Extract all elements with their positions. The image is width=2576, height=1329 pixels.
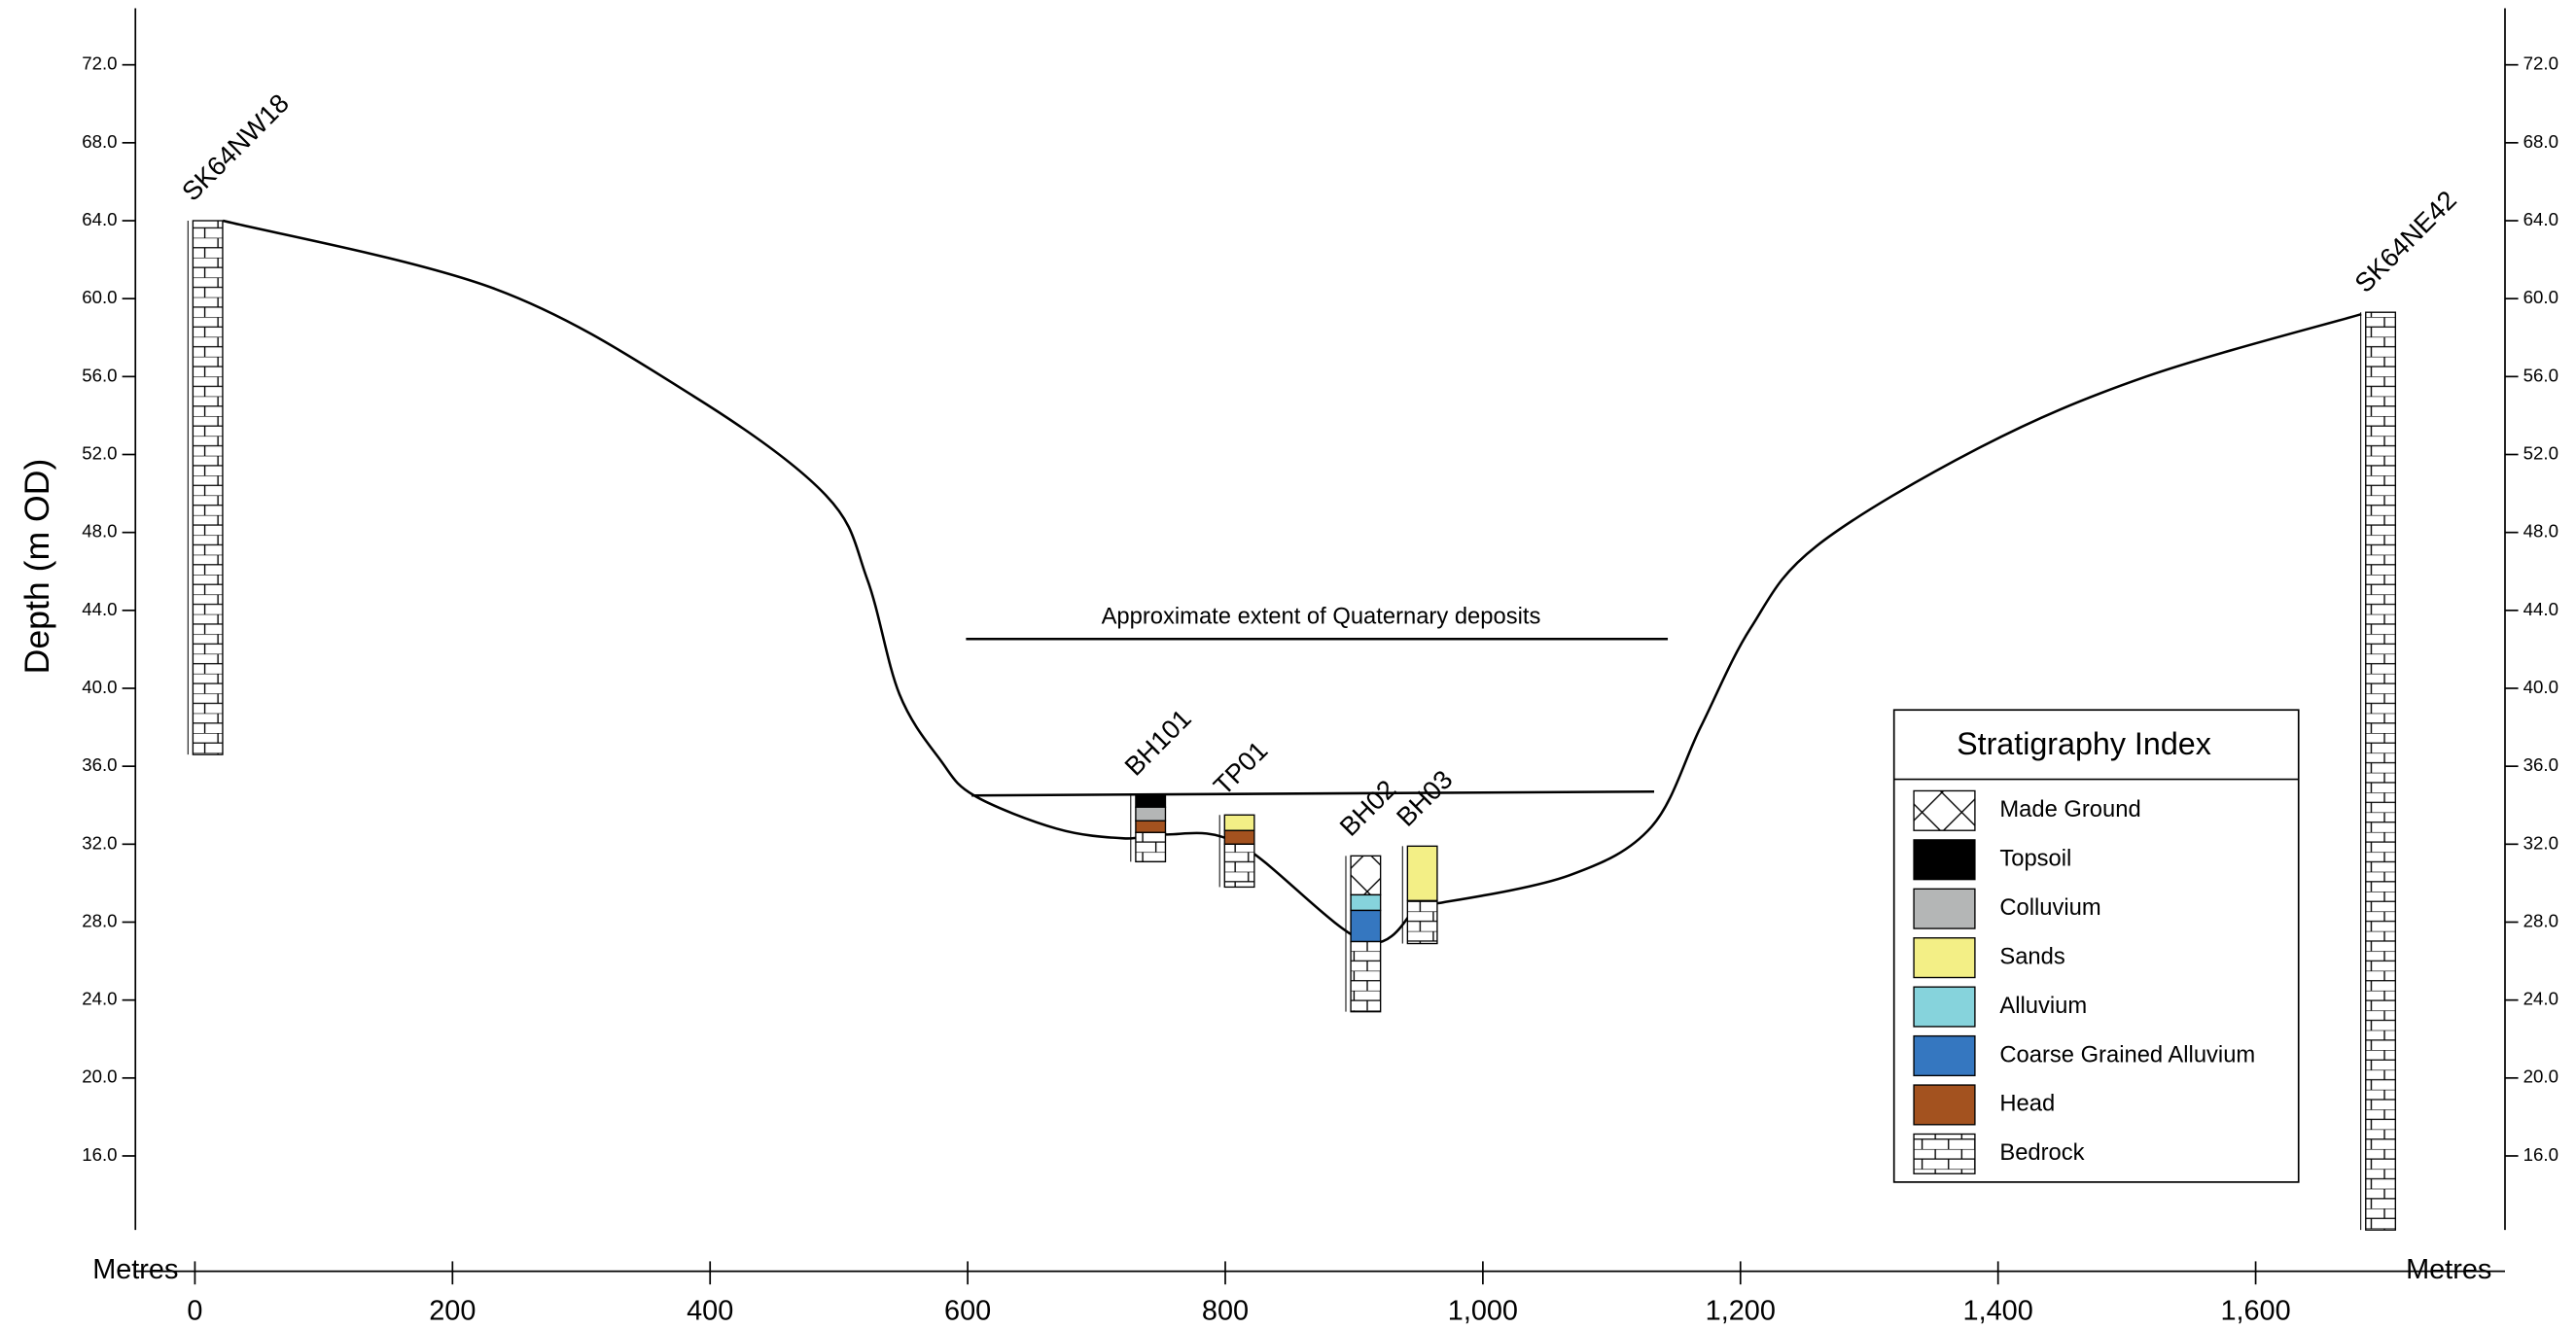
y-tick-label: 24.0 — [82, 989, 117, 1009]
x-tick-label: 1,000 — [1448, 1296, 1518, 1324]
x-axis-title: Metres — [2406, 1254, 2491, 1285]
x-tick-label: 1,600 — [2220, 1296, 2290, 1324]
y-tick-label: 60.0 — [2523, 287, 2558, 307]
legend-swatch — [1914, 1036, 1975, 1076]
borehole-label: BH03 — [1391, 764, 1459, 832]
x-tick-label: 1,400 — [1963, 1296, 2033, 1324]
y-tick-label: 72.0 — [82, 53, 117, 74]
borehole-layer — [1224, 815, 1254, 830]
y-tick-label: 52.0 — [82, 442, 117, 463]
borehole-layer — [1136, 821, 1166, 832]
legend-swatch — [1914, 938, 1975, 978]
y-tick-label: 16.0 — [2523, 1144, 2558, 1165]
x-tick-label: 1,200 — [1706, 1296, 1776, 1324]
legend-label: Coarse Grained Alluvium — [1999, 1041, 2255, 1067]
legend-label: Topsoil — [1999, 846, 2071, 872]
y-tick-label: 60.0 — [82, 287, 117, 307]
borehole-label: TP01 — [1208, 735, 1274, 801]
borehole-layer — [1136, 832, 1166, 861]
borehole-layer — [1351, 856, 1381, 894]
legend-label: Bedrock — [1999, 1139, 2084, 1166]
legend-swatch — [1914, 889, 1975, 928]
borehole-layer — [1224, 830, 1254, 844]
legend-swatch — [1914, 840, 1975, 880]
y-tick-label: 28.0 — [82, 910, 117, 930]
borehole-label: SK64NW18 — [176, 87, 295, 206]
borehole-layer — [1136, 795, 1166, 807]
borehole-layer — [1136, 807, 1166, 821]
y-tick-label: 20.0 — [82, 1067, 117, 1087]
y-tick-label: 56.0 — [82, 365, 117, 385]
borehole-layer — [1351, 942, 1381, 1012]
y-tick-label: 72.0 — [2523, 53, 2558, 74]
y-tick-label: 44.0 — [82, 599, 117, 619]
y-tick-label: 40.0 — [2523, 677, 2558, 697]
y-tick-label: 44.0 — [2523, 599, 2558, 619]
legend-label: Sands — [1999, 943, 2065, 969]
quaternary-line — [971, 791, 1654, 795]
borehole-label: SK64NE42 — [2348, 185, 2462, 298]
legend-swatch — [1914, 790, 1975, 830]
borehole-layer — [1351, 894, 1381, 910]
y-tick-label: 36.0 — [2523, 754, 2558, 775]
borehole-layer — [1351, 910, 1381, 941]
y-axis-title: Depth (m OD) — [18, 459, 56, 675]
borehole-layer — [1407, 900, 1437, 943]
y-tick-label: 36.0 — [82, 754, 117, 775]
y-tick-label: 64.0 — [82, 209, 117, 229]
y-tick-label: 32.0 — [82, 832, 117, 853]
x-tick-label: 600 — [944, 1296, 991, 1324]
borehole-layer — [193, 221, 223, 754]
y-tick-label: 48.0 — [82, 521, 117, 542]
y-tick-label: 16.0 — [82, 1144, 117, 1165]
legend-label: Made Ground — [1999, 796, 2140, 822]
y-tick-label: 24.0 — [2523, 989, 2558, 1009]
legend-title: Stratigraphy Index — [1957, 726, 2211, 761]
borehole-layer — [2366, 312, 2396, 1230]
legend: Stratigraphy Index Made Ground Topsoil Col… — [1894, 710, 2299, 1182]
legend-swatch — [1914, 987, 1975, 1027]
borehole-layer — [1407, 846, 1437, 900]
y-tick-label: 52.0 — [2523, 442, 2558, 463]
y-tick-label: 40.0 — [82, 677, 117, 697]
y-tick-label: 68.0 — [82, 131, 117, 152]
y-tick-label: 20.0 — [2523, 1067, 2558, 1087]
y-tick-label: 28.0 — [2523, 910, 2558, 930]
borehole-layer — [1224, 844, 1254, 887]
annotation: Approximate extent of Quaternary deposit… — [1102, 603, 1541, 629]
y-tick-label: 68.0 — [2523, 131, 2558, 152]
x-tick-label: 200 — [429, 1296, 476, 1324]
y-tick-label: 56.0 — [2523, 365, 2558, 385]
y-tick-label: 48.0 — [2523, 521, 2558, 542]
x-axis-title: Metres — [92, 1254, 178, 1285]
legend-swatch — [1914, 1134, 1975, 1173]
x-tick-label: 800 — [1202, 1296, 1249, 1324]
legend-label: Colluvium — [1999, 894, 2100, 921]
x-tick-label: 400 — [687, 1296, 733, 1324]
chart: Depth (m OD) Metres Metres Approximate e… — [0, 0, 2576, 1324]
legend-label: Alluvium — [1999, 993, 2087, 1019]
x-tick-label: 0 — [187, 1296, 202, 1324]
legend-swatch — [1914, 1085, 1975, 1125]
y-tick-label: 64.0 — [2523, 209, 2558, 229]
y-tick-label: 32.0 — [2523, 832, 2558, 853]
legend-label: Head — [1999, 1091, 2055, 1117]
borehole-label: BH101 — [1118, 703, 1197, 782]
